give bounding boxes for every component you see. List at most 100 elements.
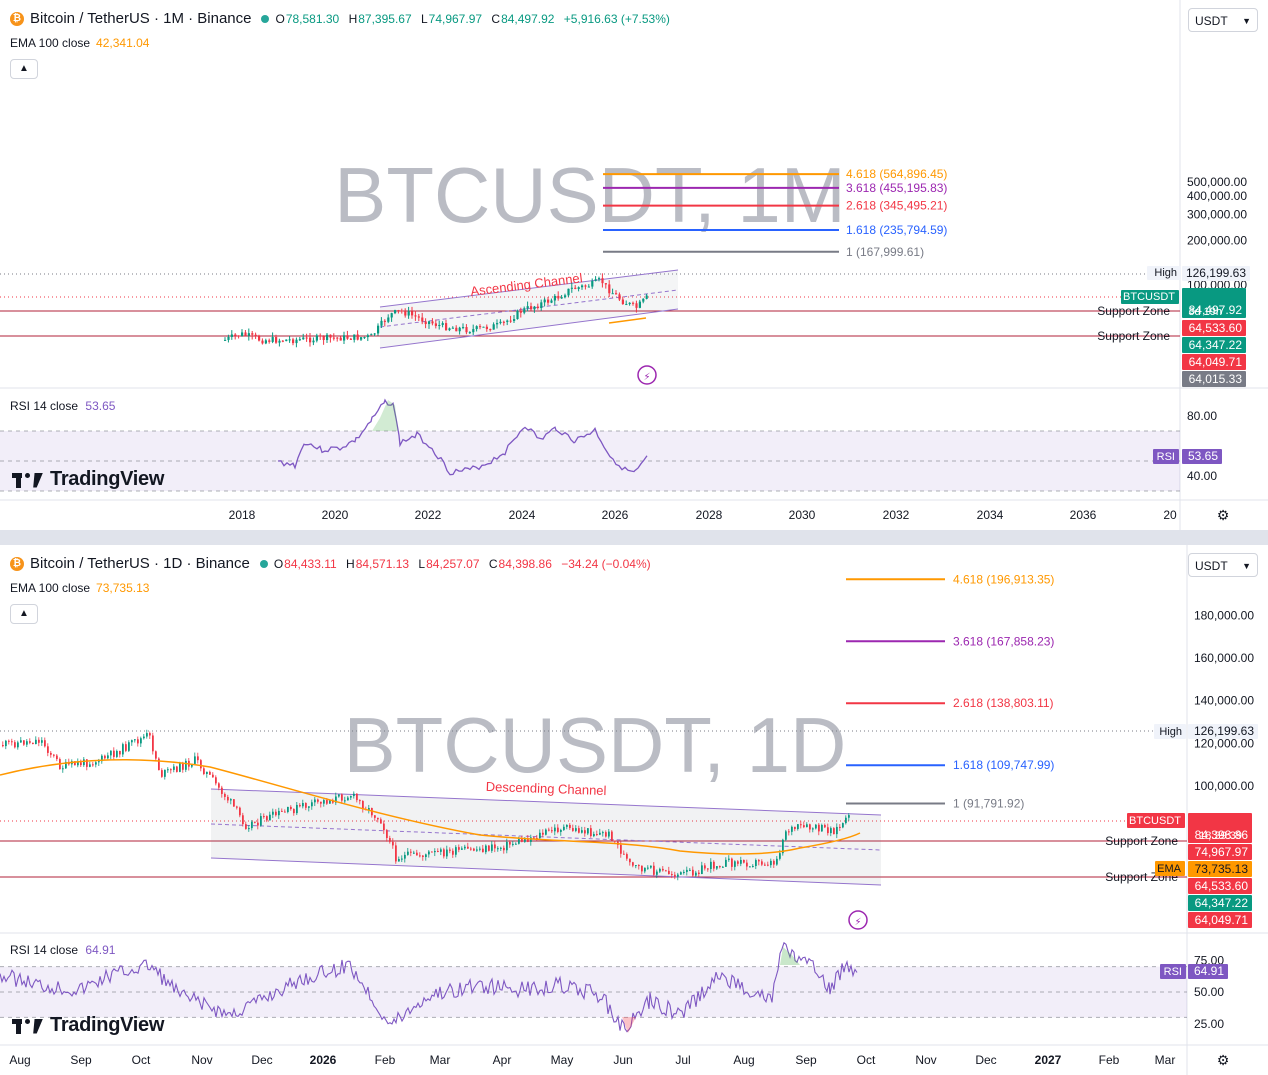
candle-body [302,337,305,340]
candle-body [29,741,31,743]
candle-body [131,740,133,743]
symbol-title[interactable]: Bitcoin / TetherUS · 1M · Binance [30,10,252,27]
candle-body [14,742,16,748]
candle-body [247,333,250,336]
candle-body [536,837,538,839]
ema-line [0,758,861,855]
candle-body [2,745,4,747]
candle-body [647,867,649,869]
chart-panel-monthly[interactable]: BTCUSDT, 1M 500,000.00 400,000.00 300,000.0… [0,0,1268,530]
ema-label: EMA 100 close [10,36,91,50]
rsi-tick-label: 75.00 [1194,953,1224,967]
candle-body [629,858,631,863]
candle-body [462,327,465,329]
fib-level-label: 4.618 (196,913.35) [953,572,1054,586]
candle-body [488,845,490,851]
candle-body [560,829,562,832]
candle-body [80,762,82,766]
candle-body [293,809,295,814]
watermark: BTCUSDT, 1D [344,701,847,789]
candle-body [553,295,556,301]
fib-level-label: 4.618 (564,896.45) [846,167,947,181]
time-tick-label: 2028 [696,508,723,522]
collapse-legend-button[interactable]: ▲ [10,59,38,79]
ema-label: EMA 100 close [10,581,91,595]
candle-body [599,832,601,835]
candle-body [604,283,607,285]
candle-body [635,303,638,308]
time-tick-label: Feb [375,1053,396,1067]
currency-label: USDT [1195,559,1228,573]
candle-body [526,306,529,309]
rsi-legend[interactable]: RSI 14 close 53.65 [10,399,115,413]
candle-body [53,754,55,756]
chevron-down-icon: ▼ [1242,16,1251,26]
last-price-tag-bg [1182,288,1246,318]
ema-legend[interactable]: EMA 100 close 42,341.04 [10,36,149,50]
candle-body [602,832,604,834]
rsi-legend[interactable]: RSI 14 close 64.91 [10,943,115,957]
time-tick-label: Nov [915,1053,936,1067]
candle-body [773,860,775,865]
channel-upper [379,269,679,308]
chart-panel-daily[interactable]: BTCUSDT, 1D 180,000.00 160,000.00 140,000.0… [0,545,1268,1075]
candle-body [347,797,349,801]
candle-body [395,845,397,862]
collapse-legend-button[interactable]: ▲ [10,604,38,624]
tradingview-mark-icon [12,471,44,489]
candle-body [89,764,91,767]
candle-body [434,323,437,326]
candle-body [47,746,49,753]
candle-body [704,865,706,869]
price-tag-red: 64,049.71 [1195,913,1249,927]
ohlc-values: O78,581.30 H87,395.67 L74,967.97 C84,497… [275,11,670,26]
currency-select[interactable]: USDT ▼ [1188,8,1258,32]
candle-body [373,333,376,335]
tradingview-logo[interactable]: TradingView [12,468,164,491]
market-status-icon [261,14,270,23]
candle-body [625,304,628,306]
candle-body [134,739,136,741]
candle-body [356,793,358,801]
last-price-tag-bg [1188,813,1252,843]
candle-body [366,335,369,338]
candle-body [50,752,52,755]
symbol-title[interactable]: Bitcoin / TetherUS · 1D · Binance [30,555,250,572]
ema-legend[interactable]: EMA 100 close 73,735.13 [10,581,149,595]
currency-select[interactable]: USDT ▼ [1188,553,1258,577]
candle-body [776,858,778,865]
candle-body [473,848,475,851]
candle-body [237,335,240,337]
chart-canvas-daily[interactable]: BTCUSDT, 1D 180,000.00 160,000.00 140,000.0… [0,545,1268,1075]
candle-body [397,310,400,312]
tradingview-logo[interactable]: TradingView [12,1014,164,1037]
gear-icon[interactable]: ⚙ [1216,1052,1230,1068]
candle-body [170,769,172,771]
candle-body [122,744,124,755]
candle-body [227,796,229,801]
gear-icon[interactable]: ⚙ [1216,507,1230,523]
event-bolt-glyph: ⚡ [854,917,861,928]
candle-body [299,804,301,807]
candle-body [530,837,532,842]
candle-body [689,869,691,871]
rsi-tag-label-bg [1160,964,1186,979]
candle-body [530,306,533,310]
candle-body [492,324,495,330]
candle-body [377,817,379,820]
rsi-band [0,431,1180,491]
candle-body [305,803,307,808]
fib-level-label: 3.618 (455,195.83) [846,181,947,195]
candle-body [298,339,301,341]
candle-body [668,870,670,875]
candle-body [567,288,570,296]
candle-body [584,285,587,287]
currency-label: USDT [1195,14,1228,28]
candle-body [543,299,546,303]
candle-body [335,796,337,803]
time-tick-label: Aug [9,1053,30,1067]
candle-body [440,849,442,852]
candle-body [644,867,646,872]
event-bolt-icon [848,910,868,930]
